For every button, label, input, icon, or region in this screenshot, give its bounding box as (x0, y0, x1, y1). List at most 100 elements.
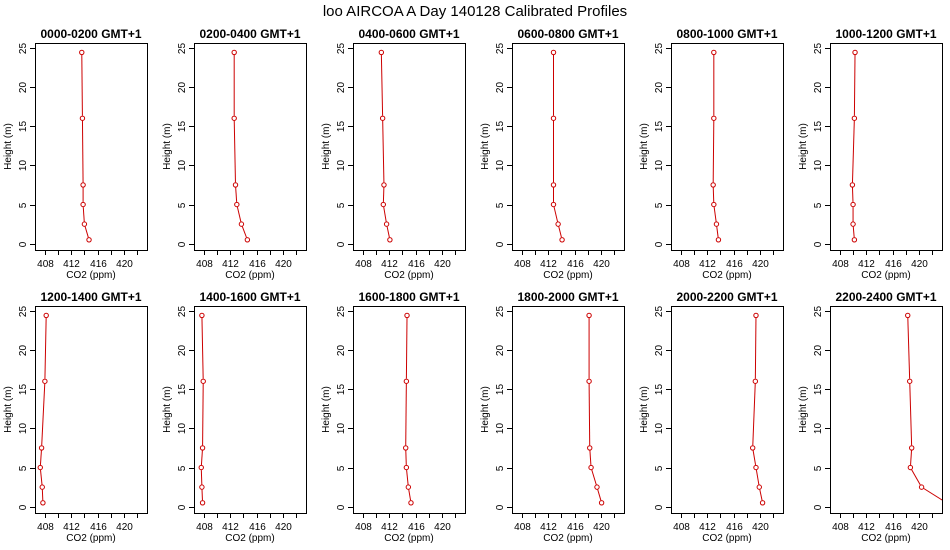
profile-segment (558, 226, 562, 238)
profile-segment (406, 470, 409, 485)
profile-series (550, 49, 565, 243)
y-tick-label: 20 (654, 82, 665, 94)
profile-point (86, 237, 92, 243)
y-axis-label: Height (m) (480, 386, 491, 433)
profile-segment (235, 187, 238, 202)
profile-segment (39, 450, 42, 465)
x-tick-label: 412 (699, 259, 716, 270)
y-tick-label: 10 (18, 423, 29, 435)
profile-segment (84, 226, 89, 238)
y-axis-label: Height (m) (3, 386, 14, 433)
x-tick-label: 408 (832, 522, 849, 533)
profile-point (79, 49, 85, 56)
profile-point (559, 237, 565, 243)
y-tick-label: 15 (654, 121, 665, 133)
profile-point (198, 464, 204, 471)
y-axis-label: Height (m) (798, 386, 809, 433)
profile-point (908, 445, 915, 451)
profile-point (851, 237, 858, 243)
profile-point (587, 445, 593, 451)
profile-point (379, 115, 386, 121)
profile-point (199, 500, 206, 506)
y-tick-label: 5 (336, 465, 347, 471)
profile-segment (588, 383, 591, 446)
profile-point (80, 182, 86, 188)
profile-point (80, 201, 86, 208)
profile-point (383, 221, 390, 227)
profile-series (849, 49, 858, 243)
x-axis-label: CO2 (ppm) (225, 270, 274, 281)
profile-segment (383, 207, 387, 222)
profile-series (749, 312, 766, 506)
profile-segment (386, 226, 390, 238)
profile-panel: 0200-0400 GMT+1 408 412 416 420 0 5 10 15 20 25 CO2… (162, 27, 307, 281)
profile-point (38, 445, 45, 451)
x-tick-label: 412 (381, 259, 398, 270)
profile-point (586, 378, 592, 384)
y-tick-label: 25 (813, 306, 824, 318)
y-axis-label: Height (m) (639, 386, 650, 433)
x-tick-label: 412 (858, 522, 875, 533)
x-axis-label: CO2 (ppm) (384, 533, 433, 544)
profile-point (79, 115, 86, 121)
x-tick-label: 420 (911, 259, 928, 270)
plot-frame (512, 306, 625, 514)
y-tick-label: 15 (177, 384, 188, 396)
y-tick-label: 10 (177, 423, 188, 435)
y-tick-label: 10 (336, 160, 347, 172)
profile-point (594, 484, 600, 490)
y-tick-label: 10 (654, 160, 665, 172)
profile-segment (910, 450, 913, 465)
x-tick-label: 420 (275, 259, 292, 270)
y-tick-label: 15 (813, 121, 824, 133)
profile-point (711, 115, 717, 121)
y-axis-label: Height (m) (639, 123, 650, 170)
profile-point (715, 237, 722, 243)
x-tick-label: 416 (408, 522, 425, 533)
y-tick-label: 15 (495, 384, 506, 396)
y-tick-label: 0 (177, 504, 188, 510)
x-axis-label: CO2 (ppm) (543, 270, 592, 281)
y-tick-label: 5 (18, 465, 29, 471)
y-tick-label: 5 (18, 202, 29, 208)
x-tick-label: 416 (249, 259, 266, 270)
x-axis-label: CO2 (ppm) (702, 533, 751, 544)
profile-segment (81, 55, 83, 116)
y-tick-label: 20 (813, 82, 824, 94)
profile-series (905, 312, 942, 501)
y-axis-label: Height (m) (321, 386, 332, 433)
profile-point (408, 500, 414, 506)
y-tick-label: 25 (495, 43, 506, 55)
panel-title: 0200-0400 GMT+1 (199, 27, 300, 41)
profile-point (378, 49, 385, 56)
profile-segment (853, 55, 856, 116)
profile-segment (851, 120, 855, 183)
x-tick-label: 416 (408, 259, 425, 270)
profile-point (710, 182, 716, 188)
panel-title: 0000-0200 GMT+1 (40, 27, 141, 41)
profile-point (851, 115, 858, 121)
y-tick-label: 10 (495, 423, 506, 435)
profile-panel: 0600-0800 GMT+1 408 412 416 420 0 5 10 15 20 25 CO2… (480, 27, 625, 281)
y-tick-label: 25 (18, 306, 29, 318)
x-tick-label: 408 (37, 522, 54, 533)
profile-segment (233, 120, 236, 183)
x-tick-label: 408 (196, 259, 213, 270)
y-tick-label: 20 (177, 345, 188, 357)
x-tick-label: 408 (196, 522, 213, 533)
profile-panel: 1400-1600 GMT+1 408 412 416 420 0 5 10 15 20 25 CO2… (162, 290, 307, 544)
profile-point (756, 484, 762, 490)
x-tick-label: 416 (885, 522, 902, 533)
profile-panel: 0400-0600 GMT+1 408 412 416 420 0 5 10 15 20 25 CO2… (321, 27, 466, 281)
profile-segment (82, 207, 85, 222)
y-tick-label: 15 (336, 121, 347, 133)
y-tick-label: 10 (177, 160, 188, 172)
profile-segment (755, 470, 760, 485)
profile-series (79, 49, 92, 243)
profile-point (852, 49, 858, 56)
profile-point (550, 201, 557, 208)
x-tick-label: 420 (434, 259, 451, 270)
x-tick-label: 412 (222, 259, 239, 270)
profile-segment (202, 383, 204, 446)
y-axis-label: Height (m) (321, 123, 332, 170)
